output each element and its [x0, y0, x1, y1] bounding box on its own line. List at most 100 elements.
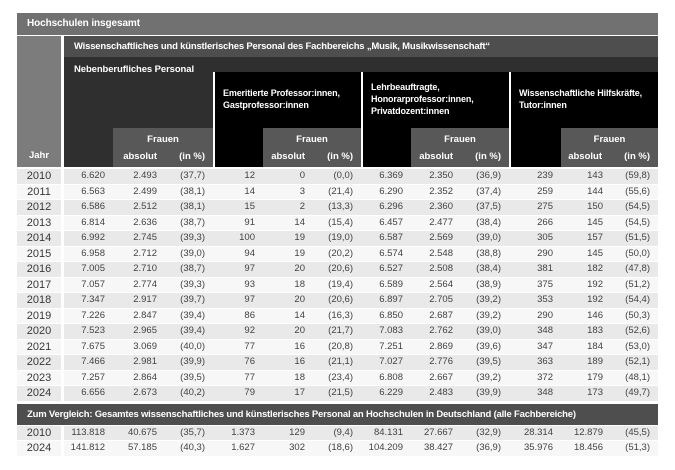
data-cell: 7.466	[64, 355, 113, 370]
year-column-label: Jahr	[28, 150, 50, 161]
data-cell: 6.296	[361, 200, 411, 215]
data-cell: (39,9)	[165, 355, 213, 370]
column-group-emeritierte: Emeritierte Professor:innen, Gastprofess…	[213, 72, 361, 167]
data-cell: 2.667	[411, 370, 461, 385]
data-cell: 14	[213, 184, 263, 199]
table-row: 2019 7.226 2.847 (39,4) 86 14 (16,3) 6.850 2.687…	[17, 308, 658, 323]
data-cell: (38,1)	[165, 200, 213, 215]
data-cell: 7.027	[361, 355, 411, 370]
data-cell: 348	[509, 324, 561, 339]
data-cell: 2.636	[113, 215, 165, 230]
year-cell: 2022	[17, 355, 61, 370]
table-row: 2023 7.257 2.864 (39,5) 77 18 (23,4) 6.808 2.667…	[17, 370, 658, 385]
table-row: 2015 6.958 2.712 (39,0) 94 19 (20,2) 6.574 2.548…	[17, 246, 658, 261]
data-cell: 6.457	[361, 215, 411, 230]
data-cell: (51,3)	[611, 441, 658, 456]
year-cell: 2013	[17, 215, 61, 230]
table-row: 2010 113.818 40.675 (35,7) 1.373 129 (9,4) 84.1…	[17, 425, 658, 440]
data-cell: 6.897	[361, 293, 411, 308]
data-cell: 86	[213, 308, 263, 323]
column-group-hilfskraefte: Wissenschaftliche Hilfskräfte, Tutor:inn…	[509, 72, 658, 167]
data-cell: 141.812	[64, 441, 113, 456]
year-cell: 2023	[17, 370, 61, 385]
group-label-line: Honorarprofessor:innen,	[371, 94, 474, 105]
data-cell: (21,1)	[313, 355, 361, 370]
data-cell: (39,6)	[461, 339, 509, 354]
absolut-column-label: absolut	[123, 151, 157, 162]
data-cell: (39,4)	[165, 324, 213, 339]
table-row: 2014 6.992 2.745 (39,3) 100 19 (19,0) 6.587 2.56…	[17, 231, 658, 246]
data-cell: 7.523	[64, 324, 113, 339]
data-cell: (39,5)	[461, 355, 509, 370]
data-cell: 2.864	[113, 370, 165, 385]
data-cell: 2.705	[411, 293, 461, 308]
data-cell: 353	[509, 293, 561, 308]
data-cell: (16,3)	[313, 308, 361, 323]
data-cell: 2.493	[113, 169, 165, 184]
data-cell: 2.360	[411, 200, 461, 215]
data-cell: 2.512	[113, 200, 165, 215]
data-cell: 20	[263, 324, 313, 339]
table-row: 2020 7.523 2.965 (39,4) 92 20 (21,7) 7.083 2.762…	[17, 324, 658, 339]
year-cell: 2016	[17, 262, 61, 277]
frauen-subheader: Frauen absolut (in %)	[411, 128, 509, 167]
year-cell: 2024	[17, 441, 61, 456]
data-cell: 2.710	[113, 262, 165, 277]
year-cell: 2019	[17, 308, 61, 323]
data-cell: 2.564	[411, 277, 461, 292]
table-row: 2017 7.057 2.774 (39,3) 93 18 (19,4) 6.589 2.564…	[17, 277, 658, 292]
data-cell: (19,4)	[313, 277, 361, 292]
header-level2: Wissenschaftliches und künstlerisches Pe…	[64, 36, 658, 57]
data-cell: 84.131	[361, 425, 411, 440]
absolut-column-label: absolut	[568, 151, 602, 162]
year-cell: 2015	[17, 246, 61, 261]
data-cell: 92	[213, 324, 263, 339]
data-cell: (45,5)	[611, 425, 658, 440]
frauen-subheader: Frauen absolut (in %)	[113, 128, 213, 167]
data-cell: 150	[561, 200, 611, 215]
table-row: 2024 141.812 57.185 (40,3) 1.627 302 (18,6) 104…	[17, 441, 658, 456]
data-cell: 94	[213, 246, 263, 261]
year-cell: 2024	[17, 386, 61, 401]
data-cell: 173	[561, 386, 611, 401]
data-cell: (37,4)	[461, 184, 509, 199]
data-cell: 1.373	[213, 425, 263, 440]
percent-column-label: (in %)	[475, 151, 501, 162]
data-cell: 3.069	[113, 339, 165, 354]
data-cell: 17	[263, 386, 313, 401]
data-cell: 14	[263, 215, 313, 230]
frauen-columns: absolut (in %)	[113, 151, 213, 162]
frauen-subheader: Frauen absolut (in %)	[561, 128, 658, 167]
data-cell: 79	[213, 386, 263, 401]
data-cell: (59,8)	[611, 169, 658, 184]
data-cell: (23,4)	[313, 370, 361, 385]
group-label-line: Emeritierte Professor:innen,	[223, 88, 340, 99]
data-cell: 6.586	[64, 200, 113, 215]
data-cell: (39,2)	[461, 370, 509, 385]
year-cell: 2012	[17, 200, 61, 215]
comparison-header: Zum Vergleich: Gesamtes wissenschaftlich…	[17, 403, 658, 425]
data-cell: 97	[213, 293, 263, 308]
data-cell: 381	[509, 262, 561, 277]
data-cell: 7.257	[64, 370, 113, 385]
header-level1: Hochschulen insgesamt	[17, 13, 658, 35]
data-cell: 348	[509, 386, 561, 401]
percent-column-label: (in %)	[179, 151, 205, 162]
data-cell: 2.499	[113, 184, 165, 199]
data-cell: (35,7)	[165, 425, 213, 440]
data-cell: 363	[509, 355, 561, 370]
table-row: 2012 6.586 2.512 (38,1) 15 2 (13,3) 6.296 2.360(…	[17, 200, 658, 215]
data-cell: 6.589	[361, 277, 411, 292]
column-group-label	[64, 72, 213, 128]
data-cell: (50,0)	[611, 246, 658, 261]
data-cell: 113.818	[64, 425, 113, 440]
data-cell: (15,4)	[313, 215, 361, 230]
frauen-columns: absolut (in %)	[561, 151, 658, 162]
data-cell: (51,5)	[611, 231, 658, 246]
data-cell: (39,2)	[461, 308, 509, 323]
percent-column-label: (in %)	[327, 151, 353, 162]
data-cell: 2.776	[411, 355, 461, 370]
data-cell: (32,9)	[461, 425, 509, 440]
data-cell: 7.675	[64, 339, 113, 354]
data-cell: (39,0)	[165, 246, 213, 261]
